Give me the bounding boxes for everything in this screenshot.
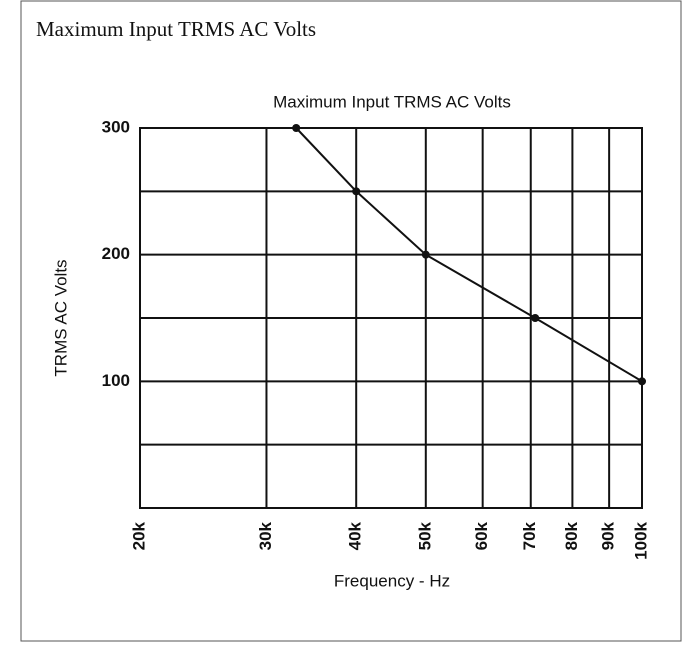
x-tick-label: 70k xyxy=(520,521,539,550)
data-point xyxy=(638,377,646,386)
data-point xyxy=(531,314,540,322)
y-tick-label: 200 xyxy=(102,244,130,263)
data-point xyxy=(292,124,301,132)
data-point xyxy=(421,250,430,259)
x-tick-label: 20k xyxy=(129,521,148,550)
x-tick-label: 90k xyxy=(599,521,618,550)
x-tick-label: 100k xyxy=(631,521,650,559)
y-tick-label: 300 xyxy=(102,117,130,136)
x-tick-label: 80k xyxy=(562,521,581,550)
data-point xyxy=(352,187,361,196)
plot-border xyxy=(139,127,643,509)
x-tick-label: 40k xyxy=(346,521,365,550)
x-tick-label: 60k xyxy=(472,521,491,550)
frame xyxy=(20,0,682,642)
x-tick-label: 30k xyxy=(256,521,275,550)
y-tick-label: 100 xyxy=(102,371,130,390)
x-tick-label: 50k xyxy=(415,521,434,550)
x-axis-label: Frequency - Hz xyxy=(334,571,450,590)
chart-title: Maximum Input TRMS AC Volts xyxy=(273,92,511,111)
page-title: Maximum Input TRMS AC Volts xyxy=(36,17,316,41)
y-axis-label: TRMS AC Volts xyxy=(51,259,70,376)
